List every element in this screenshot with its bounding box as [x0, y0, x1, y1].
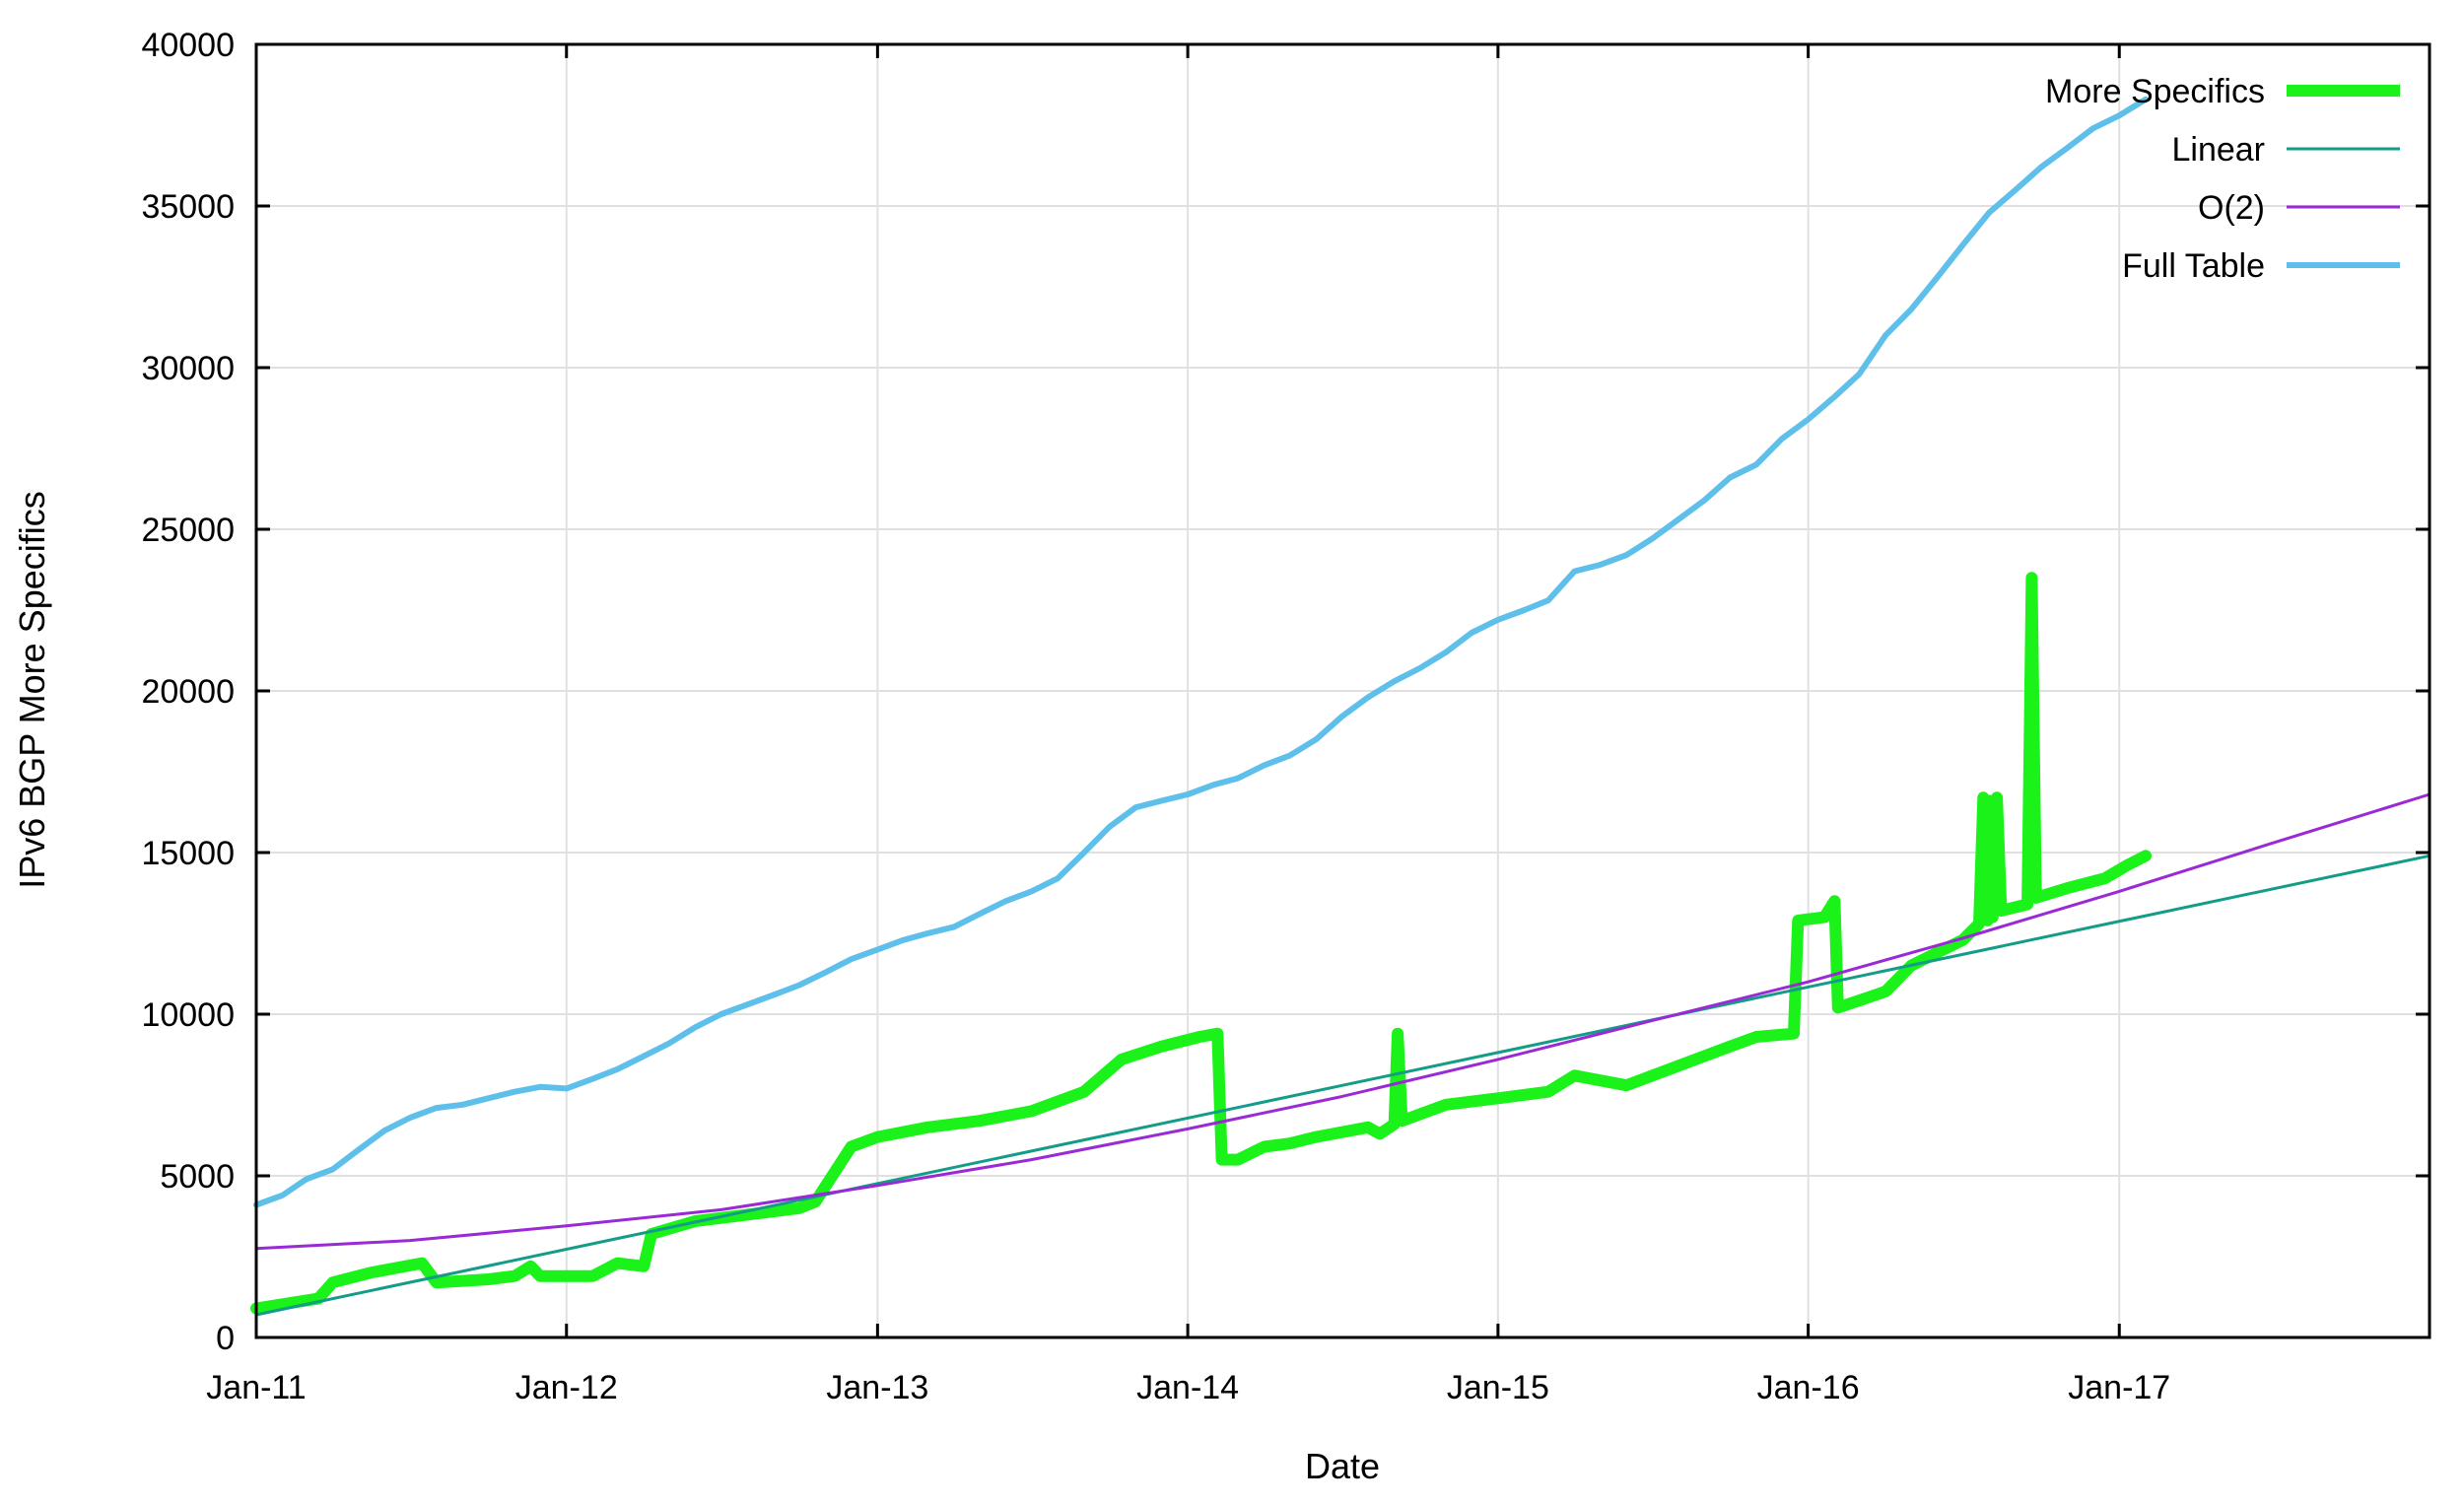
- x-axis-title: Date: [1305, 1446, 1380, 1486]
- y-tick-label: 15000: [141, 835, 235, 872]
- y-tick-label: 35000: [141, 188, 235, 226]
- legend-label: More Specifics: [2045, 73, 2265, 110]
- x-tick-label: Jan-16: [1757, 1369, 1860, 1406]
- y-tick-label: 10000: [141, 996, 235, 1034]
- y-tick-label: 5000: [160, 1158, 235, 1196]
- legend-label: Full Table: [2122, 247, 2265, 285]
- series-group: [250, 96, 2431, 1317]
- x-tick-label: Jan-12: [515, 1369, 618, 1406]
- y-tick-label: 0: [216, 1320, 235, 1357]
- legend-item-linear: Linear: [2171, 131, 2400, 169]
- y-tick-label: 30000: [141, 350, 235, 387]
- y-tick-label: 25000: [141, 512, 235, 549]
- y-tick-label: 20000: [141, 673, 235, 711]
- x-tick-label: Jan-15: [1447, 1369, 1549, 1406]
- plot-frame: [254, 42, 2431, 1339]
- y-axis-title: IPv6 BGP More Specifics: [12, 491, 52, 889]
- series-line-o-2: [254, 792, 2431, 1251]
- y-tick-label: 40000: [141, 27, 235, 64]
- legend-item-more-specifics: More Specifics: [2045, 73, 2400, 110]
- axes: 0 5000 10000 15000 20000 25000 30000 35000 40000…: [141, 27, 2430, 1406]
- x-tick-label: Jan-11: [206, 1369, 306, 1406]
- legend: More Specifics Linear O(2) Full Table: [2045, 73, 2400, 285]
- legend-label: O(2): [2198, 189, 2265, 227]
- legend-item-o-2: O(2): [2198, 189, 2400, 227]
- series-line-linear: [254, 854, 2431, 1317]
- grid: [256, 44, 2430, 1337]
- x-tick-label: Jan-14: [1136, 1369, 1239, 1406]
- series-line-full-table: [253, 96, 2149, 1208]
- series-line-more-specifics: [250, 572, 2152, 1315]
- x-tick-label: Jan-13: [826, 1369, 928, 1406]
- legend-item-full-table: Full Table: [2122, 247, 2400, 285]
- x-tick-label: Jan-17: [2068, 1369, 2170, 1406]
- legend-label: Linear: [2171, 131, 2265, 169]
